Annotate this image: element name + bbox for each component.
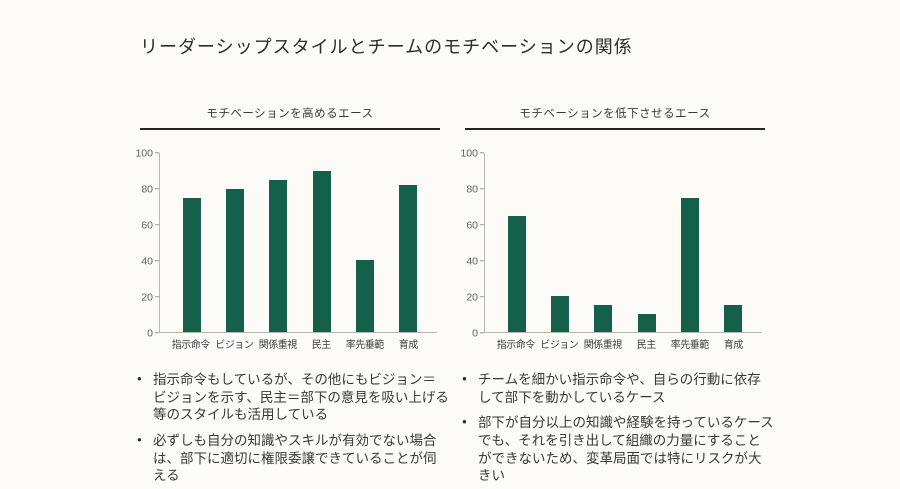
y-tick-label: 100: [135, 146, 153, 159]
bar-chart-right: 0 20 40 60 80 100 指示命令 ビジョン 関係重視 民主 率先垂範 育成: [460, 148, 765, 351]
bar-slot: [625, 153, 668, 332]
y-tick-mark: [155, 296, 159, 298]
y-axis: 0 20 40 60 80 100: [460, 148, 484, 338]
plot-area: [484, 153, 762, 333]
y-tick-mark: [480, 152, 484, 154]
bullet-list-left: 指示命令もしているが、その他にもビジョン＝ビジョンを示す、民主＝部下の意見を吸い…: [137, 371, 449, 485]
x-tick-label: 関係重視: [258, 340, 297, 351]
y-tick-mark: [480, 224, 484, 226]
x-tick-label: 民主: [311, 340, 331, 351]
y-tick-mark: [480, 188, 484, 190]
bar-slot: [538, 153, 581, 332]
bar-民主: [312, 170, 331, 332]
x-tick-label: 指示命令: [496, 340, 535, 351]
y-tick: 100: [135, 148, 159, 159]
plot-area: [159, 153, 437, 333]
y-tick-mark: [155, 260, 159, 262]
bar-育成: [399, 185, 418, 332]
x-tick-label: 率先垂範: [345, 340, 384, 351]
y-tick: 100: [460, 148, 484, 159]
y-tick-label: 100: [460, 146, 478, 159]
chart-title-left: モチベーションを高めるエース: [140, 105, 440, 130]
y-tick-label: 60: [466, 218, 478, 231]
bar-slot: [495, 153, 538, 332]
bar-slot: [712, 153, 755, 332]
y-tick-label: 40: [466, 254, 478, 267]
chart-title-right: モチベーションを低下させるエース: [465, 105, 765, 130]
bar-率先垂範: [355, 260, 374, 332]
bar-ビジョン: [550, 296, 569, 332]
bar-slot: [668, 153, 711, 332]
y-tick-mark: [155, 224, 159, 226]
x-axis-labels: 指示命令 ビジョン 関係重視 民主 率先垂範 育成: [484, 333, 762, 351]
bar-chart-left: 0 20 40 60 80 100 指示命令 ビジョン 関係重視 民主 率先垂範 育成: [135, 148, 440, 351]
bar-slot: [582, 153, 625, 332]
bullet-item: チームを細かい指示命令や、自らの行動に依存して部下を動かしているケース: [462, 371, 774, 406]
y-tick-mark: [480, 260, 484, 262]
bar-slot: [300, 153, 343, 332]
x-tick-label: 民主: [636, 340, 656, 351]
x-tick-label: 育成: [723, 340, 743, 351]
bar-ビジョン: [225, 188, 244, 332]
y-tick-mark: [155, 188, 159, 190]
bar-slot: [213, 153, 256, 332]
bar-slot: [257, 153, 300, 332]
bullet-item: 部下が自分以上の知識や経験を持っているケースでも、それを引き出して組織の力量にす…: [462, 414, 774, 485]
y-tick: 80: [141, 184, 159, 195]
y-tick: 0: [147, 328, 159, 339]
bar-育成: [724, 305, 743, 332]
x-tick-label: 関係重視: [583, 340, 622, 351]
x-tick-label: ビジョン: [215, 340, 254, 351]
x-axis-labels: 指示命令 ビジョン 関係重視 民主 率先垂範 育成: [159, 333, 437, 351]
x-tick-label: 率先垂範: [670, 340, 709, 351]
bar-関係重視: [269, 179, 288, 332]
x-tick-label: 指示命令: [171, 340, 210, 351]
y-tick-label: 40: [141, 254, 153, 267]
y-tick: 0: [472, 328, 484, 339]
chart-panels: モチベーションを高めるエース 0 20 40 60 80 100 指示命令 ビジョン 関係重視民…: [135, 105, 773, 489]
y-tick-label: 60: [141, 218, 153, 231]
panel-motivation-raising: モチベーションを高めるエース 0 20 40 60 80 100 指示命令 ビジョン 関係重視 民…: [135, 105, 448, 489]
y-tick: 80: [466, 184, 484, 195]
y-tick-mark: [155, 152, 159, 154]
bullet-item: 指示命令もしているが、その他にもビジョン＝ビジョンを示す、民主＝部下の意見を吸い…: [137, 371, 449, 424]
bar-民主: [637, 314, 656, 332]
y-tick-label: 0: [472, 326, 478, 339]
bar-指示命令: [182, 197, 201, 332]
y-axis: 0 20 40 60 80 100: [135, 148, 159, 338]
x-tick-label: ビジョン: [540, 340, 579, 351]
panel-motivation-lowering: モチベーションを低下させるエース 0 20 40 60 80 100 指示命令 ビジョン 関係重…: [460, 105, 773, 489]
y-tick-label: 20: [141, 290, 153, 303]
y-tick: 60: [141, 220, 159, 231]
bar-率先垂範: [680, 197, 699, 332]
bullet-list-right: チームを細かい指示命令や、自らの行動に依存して部下を動かしているケース 部下が自…: [462, 371, 774, 485]
y-tick: 60: [466, 220, 484, 231]
y-tick: 40: [466, 256, 484, 267]
bar-slot: [387, 153, 430, 332]
y-tick-label: 80: [466, 182, 478, 195]
y-tick: 20: [466, 292, 484, 303]
bar-slot: [343, 153, 386, 332]
y-tick-label: 20: [466, 290, 478, 303]
y-tick-mark: [155, 332, 159, 334]
y-tick-label: 80: [141, 182, 153, 195]
bar-指示命令: [507, 215, 526, 332]
bullet-item: 必ずしも自分の知識やスキルが有効でない場合は、部下に適切に権限委譲できていること…: [137, 432, 449, 485]
bar-slot: [170, 153, 213, 332]
y-tick-label: 0: [147, 326, 153, 339]
bar-関係重視: [594, 305, 613, 332]
y-tick: 20: [141, 292, 159, 303]
y-tick-mark: [480, 332, 484, 334]
y-tick-mark: [480, 296, 484, 298]
y-tick: 40: [141, 256, 159, 267]
x-tick-label: 育成: [398, 340, 418, 351]
slide-title: リーダーシップスタイルとチームのモチベーションの関係: [140, 37, 633, 57]
